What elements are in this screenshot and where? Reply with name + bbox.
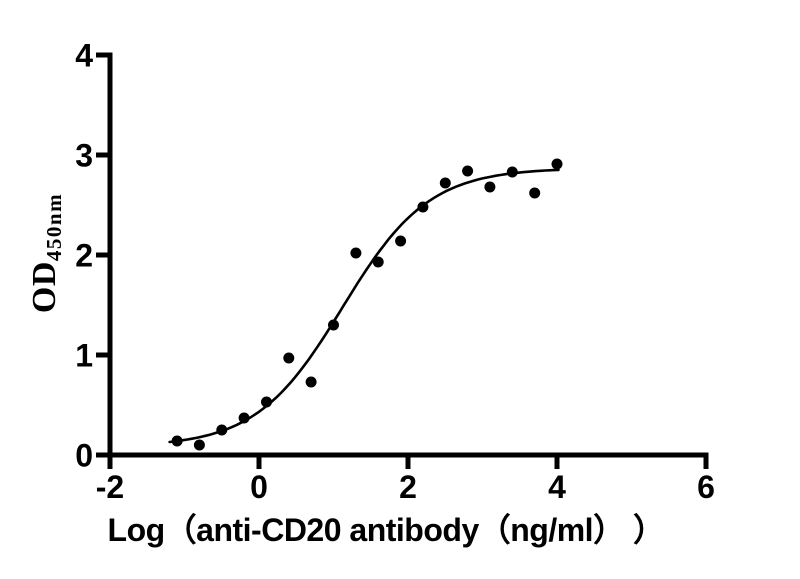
data-point [328, 319, 339, 331]
data-point [529, 187, 541, 199]
y-axis-title: OD450nm [26, 192, 66, 314]
x-tick-label: -2 [96, 469, 124, 505]
data-point [439, 177, 451, 189]
data-point [305, 376, 317, 388]
y-axis-title-text: OD [26, 261, 63, 314]
x-tick-label: 4 [548, 469, 566, 505]
y-tick-label: 0 [75, 438, 93, 474]
data-point [372, 256, 384, 268]
data-point [216, 424, 228, 436]
x-tick-label: 6 [697, 469, 715, 505]
data-point [484, 181, 496, 193]
data-point [261, 396, 272, 408]
data-point [238, 412, 250, 424]
data-point [283, 352, 295, 364]
x-tick-label: 2 [399, 469, 417, 505]
fit-curve [168, 168, 560, 444]
data-point [395, 235, 407, 247]
y-axis-title-subscript: 450nm [42, 192, 66, 262]
data-point [417, 201, 429, 213]
x-axis-title: Log（anti-CD20 antibody（ng/ml） ） [107, 512, 665, 548]
data-point [462, 165, 474, 177]
data-point [551, 158, 563, 170]
data-point [171, 435, 183, 447]
data-point [350, 247, 362, 259]
data-point [193, 439, 205, 451]
y-tick-label: 4 [75, 38, 93, 74]
data-point [506, 166, 518, 178]
y-tick-label: 3 [75, 138, 93, 174]
y-tick-label: 2 [75, 238, 93, 274]
x-tick-label: 0 [250, 469, 268, 505]
y-tick-label: 1 [75, 338, 93, 374]
